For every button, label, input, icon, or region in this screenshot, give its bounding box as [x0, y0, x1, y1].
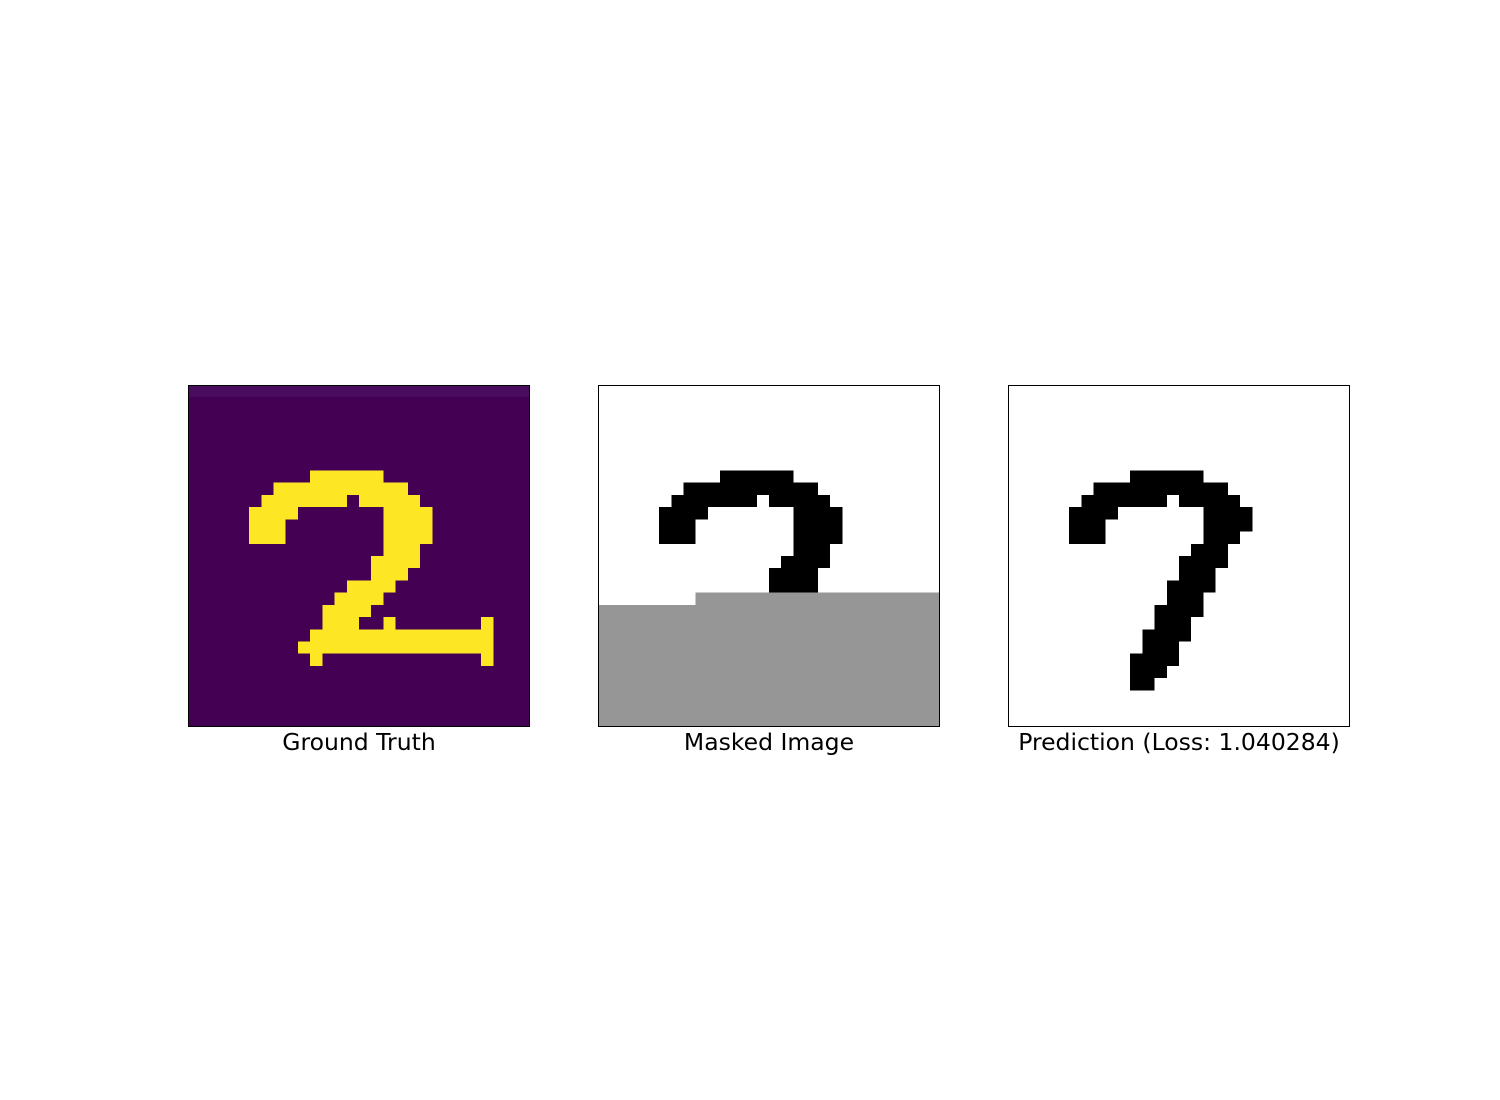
digit-pixel: [769, 568, 818, 581]
digit-pixel: [310, 653, 323, 666]
digit-pixel: [481, 653, 494, 666]
digit-pixel: [1191, 543, 1228, 556]
ground-truth-image: [188, 385, 530, 727]
digit-pixel: [1154, 617, 1192, 630]
digit-pixel: [1142, 629, 1192, 642]
prediction-image: [1008, 385, 1350, 727]
digit-pixel: [249, 519, 286, 532]
image-frame: [598, 385, 940, 727]
digit-pixel: [659, 507, 708, 520]
digit-pixel: [371, 556, 421, 569]
masked-image-plot: [598, 385, 940, 727]
digit-pixel: [793, 543, 831, 556]
digit-pixel: [1130, 653, 1179, 666]
digit-pixel: [322, 604, 372, 618]
digit-pixel: [1166, 580, 1216, 593]
prediction-caption: Prediction (Loss: 1.040284): [1018, 728, 1340, 756]
ground-truth-caption: Ground Truth: [282, 728, 436, 756]
digit-pixel: [1154, 604, 1204, 618]
digit-pixel: [1179, 494, 1241, 508]
image-frame: [188, 385, 530, 727]
digit-pixel: [481, 617, 494, 630]
digit-pixel: [273, 482, 408, 495]
image-top-row: [188, 385, 530, 398]
digit-pixel: [1069, 519, 1106, 532]
digit-pixel: [769, 494, 831, 508]
digit-pixel: [359, 494, 421, 508]
digit-pixel: [249, 531, 286, 544]
mask-region: [598, 604, 940, 727]
digit-pixel: [1166, 592, 1204, 605]
digit-pixel: [659, 531, 696, 544]
digit-pixel: [683, 482, 818, 495]
digit-pixel: [371, 568, 408, 581]
digit-pixel: [1130, 678, 1155, 691]
digit-pixel: [659, 519, 696, 532]
digit-pixel: [310, 629, 494, 642]
digit-pixel: [793, 531, 843, 544]
digit-pixel: [1142, 641, 1179, 654]
digit-pixel: [261, 494, 347, 508]
masked-image: [598, 385, 940, 727]
digit-pixel: [1069, 507, 1118, 520]
digit-pixel: [383, 531, 433, 544]
digit-pixel: [1179, 556, 1228, 569]
digit-pixel: [334, 592, 384, 605]
digit-pixel: [769, 580, 818, 593]
digit-pixel: [383, 507, 433, 520]
digit-pixel: [346, 580, 396, 593]
digit-pixel: [383, 617, 396, 630]
digit-pixel: [1203, 519, 1253, 532]
digit-pixel: [1093, 482, 1228, 495]
digit-pixel: [1069, 531, 1106, 544]
digit-pixel: [793, 519, 843, 532]
digit-pixel: [1081, 494, 1167, 508]
ground-truth-plot: [188, 385, 530, 727]
digit-pixel: [249, 507, 298, 520]
digit-pixel: [781, 556, 831, 569]
digit-pixel: [671, 494, 757, 508]
digit-pixel: [383, 519, 433, 532]
image-frame: [1008, 385, 1350, 727]
digit-pixel: [322, 617, 359, 630]
digit-pixel: [720, 470, 794, 483]
digit-pixel: [1203, 531, 1241, 544]
digit-pixel: [1130, 470, 1204, 483]
digit-pixel: [1179, 568, 1216, 581]
digit-pixel: [1130, 665, 1167, 679]
digit-pixel: [1203, 507, 1253, 520]
prediction-plot: [1008, 385, 1350, 727]
digit-pixel: [793, 507, 843, 520]
masked-image-caption: Masked Image: [683, 728, 855, 756]
image-background: [188, 385, 530, 727]
mask-region: [695, 592, 940, 605]
digit-pixel: [310, 470, 384, 483]
digit-pixel: [383, 543, 421, 556]
digit-pixel: [297, 641, 494, 654]
